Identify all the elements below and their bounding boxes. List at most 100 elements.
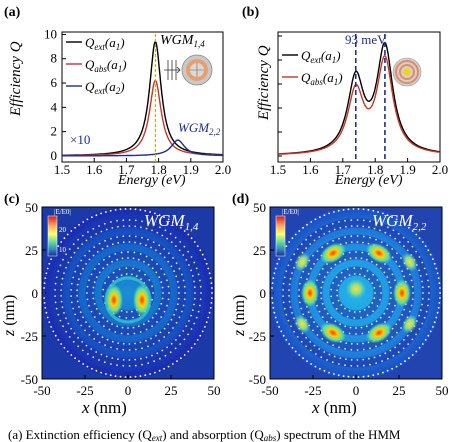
xtick-label: 25: [165, 383, 178, 398]
panel-c-ylabel: z (nm): [1, 295, 18, 337]
panel-d: (d) |E/E0| WGM2,2 -50 -25 0 25 50 50 25 0 -25 -5…: [231, 192, 449, 417]
colorbar-d: [275, 215, 286, 257]
hotspot: [294, 252, 311, 272]
cbar-c-label: |E/E0|: [54, 208, 71, 216]
ytick-label: 0: [51, 148, 58, 163]
panel-d-label: (d): [232, 192, 249, 207]
hotspot: [294, 314, 311, 334]
legend-a-0: Qext(a1): [85, 35, 125, 52]
hotspots-d: [294, 242, 418, 344]
colorbar-c: [47, 215, 58, 257]
ytick-label: 25: [25, 243, 38, 258]
hotspot: [366, 322, 392, 344]
hotspot: [401, 252, 418, 272]
annotation-wgm14: WGM1,4: [160, 33, 205, 49]
xtick-label: 50: [436, 383, 449, 398]
svg-text:20: 20: [59, 226, 67, 234]
panel-b-ylabel: Efficiency Q: [256, 45, 272, 121]
panel-b-frame: [277, 31, 441, 163]
legend-b-1: Qabs(a1): [301, 70, 343, 87]
xtick-label: 1.5: [270, 162, 286, 177]
panel-b: (b) 1.5 1.6 1.7 1.8 1.9 2.0 Efficiency Q Ener…: [242, 5, 448, 188]
panel-b-label: (b): [242, 5, 259, 20]
xtick-label: 2.0: [432, 162, 448, 177]
series-b-qabs-a1: [278, 55, 440, 155]
xtick-label: -25: [304, 383, 321, 398]
ytick-label: 6: [51, 75, 58, 90]
ytick-label: 8: [51, 51, 58, 66]
ytick-label: 0: [260, 286, 267, 301]
xtick-label: 1.9: [183, 162, 199, 177]
xtick-label: 1.5: [54, 162, 70, 177]
legend-b-0: Qext(a1): [301, 48, 341, 65]
hotspot: [320, 242, 346, 264]
ytick-label: 50: [253, 200, 266, 215]
svg-text:10: 10: [59, 246, 67, 254]
ytick-label: -50: [249, 372, 266, 387]
hotspot: [393, 279, 411, 307]
ytick-label: 50: [25, 200, 38, 215]
ytick-label: 0: [32, 286, 39, 301]
panel-a-frame: [61, 31, 224, 163]
legend-a-1: Qabs(a1): [85, 57, 127, 74]
hotspot-c-left: [105, 284, 123, 316]
xtick-label: 25: [393, 383, 406, 398]
xtick-label: 1.6: [302, 162, 319, 177]
panel-b-xticks: 1.5 1.6 1.7 1.8 1.9 2.0: [270, 158, 448, 177]
cbar-d-label: |E/E0|: [282, 208, 299, 216]
ytick-label: -25: [21, 329, 38, 344]
hotspot-c-right: [133, 284, 151, 316]
panel-d-xlabel: x (nm): [311, 398, 357, 417]
panel-c-title: WGM1,4: [144, 211, 199, 233]
xtick-label: 0: [125, 383, 132, 398]
xtick-label: 0: [353, 383, 360, 398]
xtick-label: 1.7: [335, 162, 352, 177]
inset-a-sphere: [164, 54, 213, 86]
panel-a-xlabel: Energy (eV): [117, 173, 186, 188]
xtick-label: 1.9: [399, 162, 415, 177]
xtick-label: 1.8: [150, 162, 166, 177]
xtick-label: 2.0: [215, 162, 231, 177]
panel-a-xticks: 1.5 1.6 1.7 1.8 1.9 2.0: [54, 158, 231, 177]
hotspot: [366, 242, 392, 264]
ytick-label: -50: [21, 372, 38, 387]
panel-b-legend: Qext(a1) Qabs(a1): [282, 48, 343, 87]
panel-c-label: (c): [4, 192, 20, 207]
inset-b-sphere: [392, 57, 422, 87]
panel-a-ylabel: Efficiency Q: [8, 41, 24, 117]
hotspot-center: [346, 279, 366, 299]
xtick-label: -50: [261, 383, 278, 398]
hotspot: [401, 314, 418, 334]
panel-c: (c) |E/E0| 20 10 WGM1,4 -50 -25 0 25 50 50 25…: [1, 192, 221, 417]
series-qext-a2: [62, 139, 223, 157]
panel-b-xlabel: Energy (eV): [334, 173, 403, 188]
legend-a-2: Qext(a2): [85, 79, 125, 96]
ytick-label: -25: [249, 329, 266, 344]
annotation-x10: ×10: [70, 132, 90, 147]
panel-c-xlabel: x (nm): [81, 398, 127, 417]
splitting-label: 93 meV: [345, 32, 387, 47]
panel-a-yticks: 0 2 4 6 8 10: [44, 26, 66, 163]
panel-a-legend: Qext(a1) Qabs(a1) Qext(a2): [66, 35, 127, 96]
xtick-label: -25: [76, 383, 93, 398]
rings-c: [43, 208, 213, 378]
field-map-c: [42, 207, 214, 379]
ytick-label: 2: [51, 124, 58, 139]
xtick-label: 1.7: [118, 162, 135, 177]
annotation-wgm22: WGM2,2: [178, 120, 221, 137]
hotspot: [320, 322, 346, 344]
xtick-label: -50: [33, 383, 50, 398]
panel-a-label: (a): [4, 5, 21, 20]
ytick-label: 4: [51, 99, 58, 114]
ytick-label: 25: [253, 243, 266, 258]
xtick-label: 1.6: [86, 162, 103, 177]
ytick-label: 10: [44, 26, 57, 41]
xtick-label: 50: [208, 383, 221, 398]
panel-a: (a) 0 2 4 6 8 10 1.5 1.6 1.7 1.8 1.9 2.0 Efficienc…: [4, 5, 231, 188]
xtick-label: 1.8: [367, 162, 383, 177]
figure-caption: (a) Extinction efficiency (Qext) and abs…: [8, 427, 401, 442]
hotspot: [301, 279, 319, 307]
panel-d-ylabel: z (nm): [231, 295, 248, 337]
panel-d-title: WGM2,2: [372, 211, 427, 233]
